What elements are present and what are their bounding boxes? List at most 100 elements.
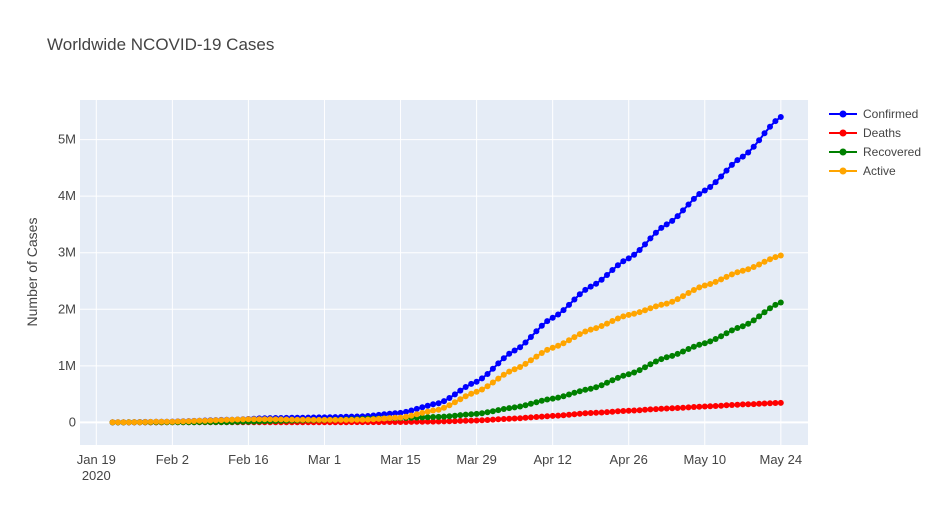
data-point-confirmed [756, 137, 763, 144]
data-point-recovered [587, 385, 594, 392]
data-point-confirmed [734, 157, 741, 164]
x-tick-label: Mar 29 [456, 452, 496, 467]
data-point-active [728, 271, 735, 278]
data-point-deaths [571, 411, 578, 418]
data-point-active [609, 318, 616, 324]
data-point-recovered [533, 399, 540, 406]
data-point-deaths [598, 409, 605, 416]
legend-swatch-marker [839, 129, 847, 137]
data-point-recovered [424, 414, 431, 421]
data-point-active [354, 416, 361, 423]
data-point-deaths [728, 402, 735, 408]
legend-item-recovered[interactable]: Recovered [829, 145, 921, 159]
data-point-recovered [647, 361, 654, 368]
data-point-active [364, 416, 371, 423]
data-point-deaths [424, 418, 431, 425]
data-point-active [544, 346, 551, 353]
data-point-deaths [609, 408, 616, 415]
data-point-active [701, 282, 708, 289]
legend-item-deaths[interactable]: Deaths [829, 126, 901, 140]
data-point-recovered [538, 397, 545, 404]
data-point-confirmed [484, 371, 491, 377]
data-point-active [136, 419, 143, 426]
data-point-active [435, 406, 442, 413]
data-point-confirmed [386, 410, 393, 417]
data-point-active [207, 417, 214, 424]
data-point-recovered [451, 412, 458, 419]
data-point-recovered [620, 372, 627, 379]
data-point-active [413, 411, 420, 418]
data-point-confirmed [723, 167, 730, 174]
data-point-active [527, 357, 534, 364]
x-tick-label: May 10 [683, 452, 726, 467]
data-point-deaths [441, 418, 447, 425]
data-point-confirmed [544, 318, 551, 325]
data-point-active [163, 418, 170, 425]
data-point-confirmed [479, 375, 485, 382]
data-point-recovered [549, 395, 556, 402]
data-point-deaths [685, 404, 692, 411]
data-point-active [245, 416, 252, 423]
data-point-deaths [652, 406, 659, 413]
data-point-recovered [734, 325, 741, 331]
data-point-active [680, 293, 686, 300]
data-point-confirmed [419, 404, 426, 411]
data-point-confirmed [696, 191, 703, 197]
data-point-active [272, 416, 279, 423]
data-point-active [685, 290, 692, 296]
data-point-active [446, 402, 453, 409]
data-point-active [620, 313, 627, 320]
data-point-confirmed [777, 114, 784, 120]
data-point-deaths [457, 417, 464, 424]
data-point-active [267, 416, 274, 423]
data-point-recovered [582, 386, 589, 393]
data-point-active [506, 368, 513, 375]
data-point-deaths [701, 403, 708, 410]
data-point-deaths [446, 418, 453, 425]
data-point-recovered [511, 404, 518, 411]
x-tick-label: Feb 16 [228, 452, 268, 467]
legend-item-confirmed[interactable]: Confirmed [829, 107, 918, 121]
data-point-active [473, 388, 480, 395]
data-point-active [696, 284, 703, 291]
data-point-active [723, 273, 730, 280]
data-point-recovered [598, 382, 605, 389]
data-point-active [408, 412, 415, 419]
data-point-active [299, 416, 306, 423]
data-point-deaths [658, 405, 665, 412]
data-point-confirmed [527, 334, 534, 340]
legend: Confirmed Deaths Recovered Active [829, 107, 921, 178]
data-point-active [451, 399, 458, 406]
data-point-deaths [419, 418, 426, 425]
legend-item-active[interactable]: Active [829, 164, 896, 178]
data-point-active [468, 390, 475, 397]
data-point-recovered [777, 299, 784, 306]
data-point-confirmed [750, 143, 757, 150]
data-point-active [223, 416, 230, 423]
data-point-active [538, 350, 545, 356]
data-point-active [663, 300, 670, 307]
data-point-active [707, 281, 714, 287]
data-point-recovered [517, 403, 524, 410]
data-point-confirmed [533, 328, 540, 335]
data-point-recovered [674, 350, 681, 357]
data-point-active [734, 269, 741, 276]
data-point-confirmed [636, 247, 643, 253]
data-point-active [517, 364, 524, 370]
data-point-confirmed [560, 307, 567, 314]
data-point-active [462, 393, 469, 400]
data-point-active [261, 416, 268, 423]
data-point-active [332, 416, 339, 423]
data-point-recovered [527, 400, 534, 407]
data-point-confirmed [685, 201, 692, 208]
data-point-active [305, 416, 312, 423]
data-point-recovered [457, 412, 464, 419]
data-point-deaths [517, 415, 524, 422]
data-point-active [642, 307, 648, 314]
data-point-active [158, 418, 165, 425]
data-point-confirmed [712, 179, 719, 186]
data-point-active [522, 360, 529, 367]
data-point-active [294, 416, 301, 423]
data-point-deaths [430, 418, 437, 425]
